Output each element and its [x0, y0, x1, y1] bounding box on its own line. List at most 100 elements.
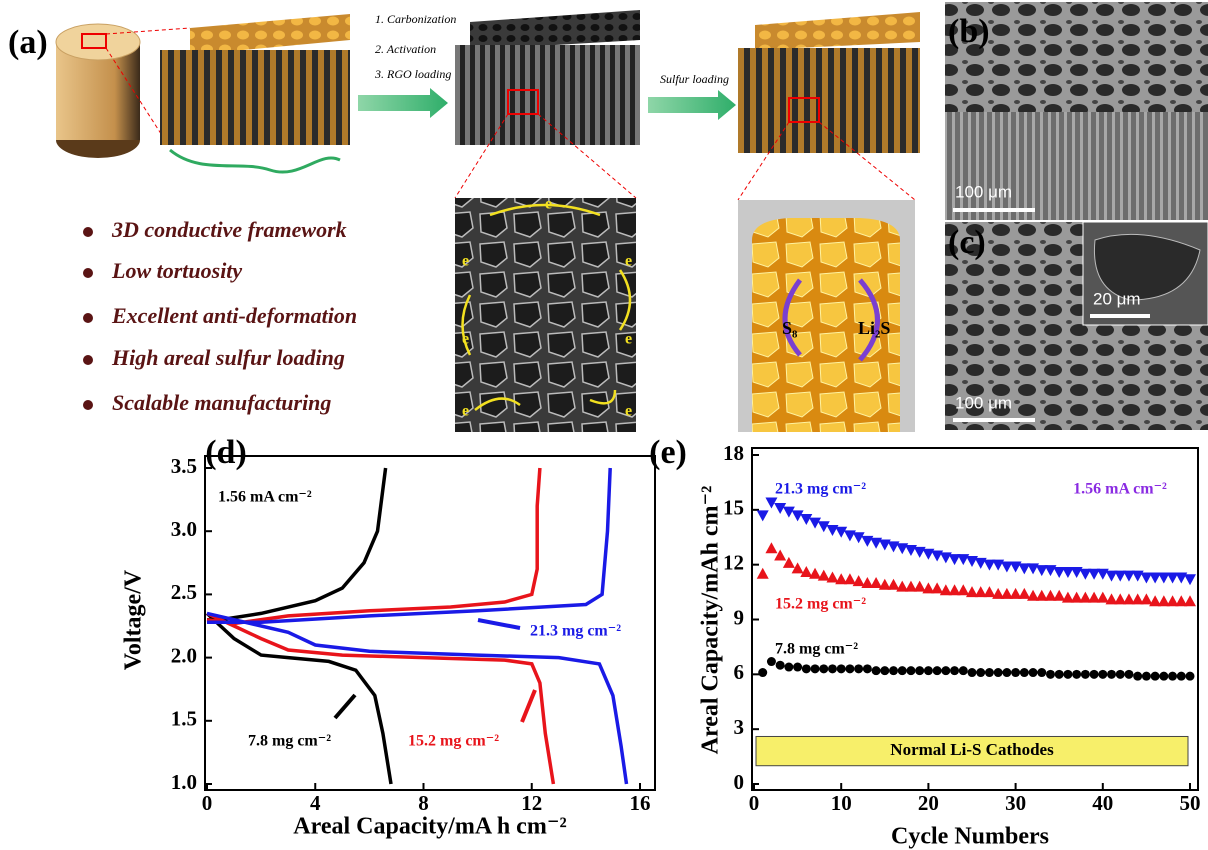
step: Sulfur loading — [660, 72, 729, 86]
point — [880, 666, 889, 675]
point — [1142, 672, 1151, 681]
y-tick-label: 1.5 — [171, 707, 197, 731]
point — [898, 666, 907, 675]
scale-bar — [953, 208, 1035, 212]
point — [1097, 592, 1109, 603]
point — [933, 666, 942, 675]
point — [1184, 574, 1196, 585]
scale-bar-label: 100 μm — [955, 182, 1012, 201]
step: 2. Activation — [375, 42, 436, 56]
y-axis-label: Voltage/V — [121, 569, 147, 670]
point — [845, 664, 854, 673]
bullet — [83, 400, 93, 410]
scale-bar — [953, 418, 1035, 422]
point — [889, 666, 898, 675]
electron-label: e — [625, 403, 632, 420]
point — [940, 552, 952, 563]
y-tick-label: 3.0 — [171, 517, 197, 541]
point — [819, 664, 828, 673]
point — [888, 541, 900, 552]
y-tick-label: 18 — [723, 441, 744, 465]
panel-label: (a) — [8, 24, 48, 61]
point — [1140, 593, 1152, 604]
point — [941, 666, 950, 675]
y-tick-label: 2.5 — [171, 580, 197, 604]
point — [1020, 668, 1029, 677]
s8-label: S₈ — [782, 318, 798, 338]
feature: Excellent anti-deformation — [111, 303, 357, 328]
arrow — [648, 90, 736, 120]
electron-label: e — [462, 331, 469, 348]
x-tick-label: 0 — [202, 791, 213, 815]
point — [976, 668, 985, 677]
bullet — [83, 355, 93, 365]
scale-bar — [1090, 314, 1150, 318]
point — [1046, 670, 1055, 679]
point — [1168, 672, 1177, 681]
x-tick-label: 40 — [1092, 791, 1113, 815]
point — [983, 586, 995, 597]
point — [1010, 561, 1022, 572]
point — [765, 542, 777, 553]
point — [1037, 668, 1046, 677]
li2s-label: Li₂S — [858, 318, 890, 338]
panel-label: (b) — [948, 13, 990, 50]
point — [757, 568, 769, 579]
scale-bar-label: 20 μm — [1093, 289, 1141, 308]
x-tick-label: 10 — [831, 791, 852, 815]
x-tick-label: 12 — [521, 791, 542, 815]
point — [957, 584, 969, 595]
x-tick-label: 8 — [418, 791, 429, 815]
point — [826, 525, 838, 536]
y-tick-label: 12 — [723, 550, 744, 574]
electron-label: e — [462, 253, 469, 270]
panel-label: (e) — [649, 434, 687, 471]
point — [1053, 590, 1065, 601]
series-label: 21.3 mg cm⁻² — [775, 481, 866, 498]
point — [1124, 670, 1133, 679]
step: 1. Carbonization — [375, 12, 456, 26]
carbon-block — [455, 45, 640, 145]
y-axis-label: Areal Capacity/mAh cm⁻² — [698, 486, 724, 755]
point — [767, 657, 776, 666]
feature: 3D conductive framework — [111, 217, 347, 242]
region-label: Normal Li-S Cathodes — [890, 740, 1054, 759]
point — [1116, 670, 1125, 679]
point — [1159, 672, 1168, 681]
point — [802, 664, 811, 673]
series-label: 7.8 mg cm⁻² — [775, 641, 858, 658]
electron-label: e — [545, 196, 552, 213]
x-tick-label: 30 — [1005, 791, 1026, 815]
feature-list: 3D conductive framework Low tortuosity E… — [83, 217, 357, 415]
y-tick-label: 6 — [734, 660, 745, 684]
point — [870, 577, 882, 588]
y-tick-label: 9 — [734, 605, 745, 629]
point — [863, 664, 872, 673]
point — [837, 664, 846, 673]
point — [809, 568, 821, 579]
panel-label: (d) — [205, 434, 247, 471]
point — [870, 538, 882, 549]
pointer-arrow — [522, 690, 535, 722]
point — [1133, 672, 1142, 681]
point — [1184, 595, 1196, 606]
y-tick-label: 15 — [723, 496, 744, 520]
point — [844, 530, 856, 541]
panel-label: (c) — [948, 224, 986, 261]
point — [888, 579, 900, 590]
point — [1132, 571, 1144, 582]
y-tick-label: 3.5 — [171, 454, 197, 478]
x-tick-label: 0 — [749, 791, 760, 815]
point — [1027, 563, 1039, 574]
point — [950, 666, 959, 675]
y-tick-label: 0 — [734, 770, 745, 794]
carbon-block-top — [470, 10, 640, 50]
point — [914, 581, 926, 592]
point — [1002, 668, 1011, 677]
point — [861, 536, 873, 547]
point — [872, 666, 881, 675]
point — [818, 570, 830, 581]
point — [1186, 672, 1195, 681]
point — [985, 668, 994, 677]
